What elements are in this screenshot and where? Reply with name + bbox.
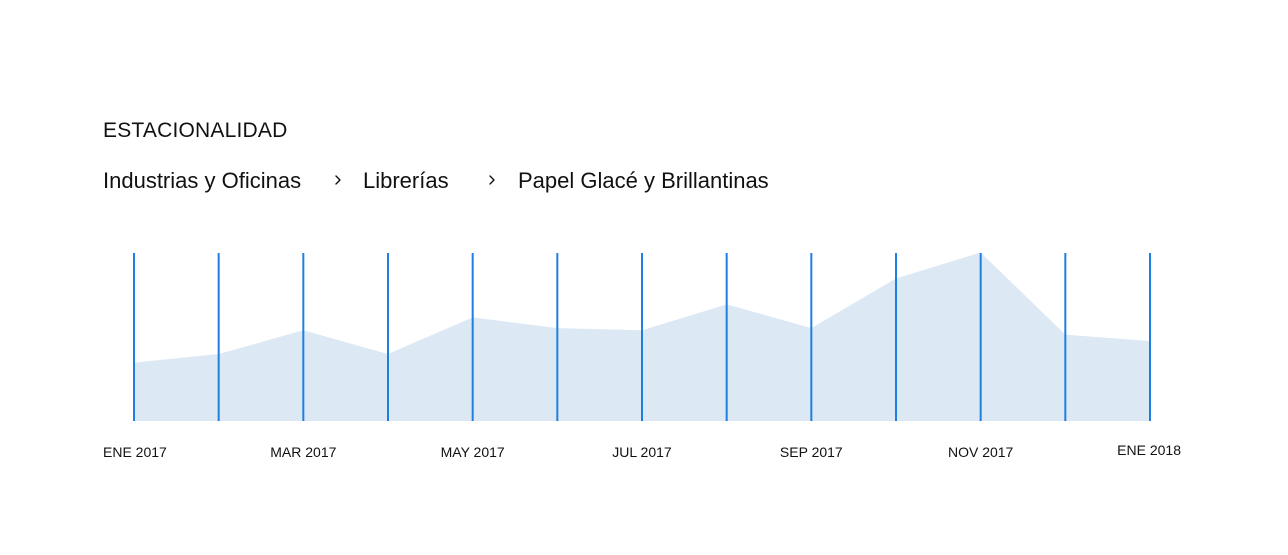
x-axis-labels: ENE 2017 MAR 2017 MAY 2017 JUL 2017 SEP 2017… xyxy=(103,442,1181,460)
x-tick-label-2: MAR 2017 xyxy=(270,444,336,460)
chevron-right-icon xyxy=(487,169,499,191)
breadcrumb-item-industrias[interactable]: Industrias y Oficinas xyxy=(103,168,302,193)
x-tick-label-4: MAY 2017 xyxy=(441,444,505,460)
breadcrumb-item-librerias[interactable]: Librerías xyxy=(363,168,449,193)
x-tick-label-0: ENE 2017 xyxy=(103,444,167,460)
x-tick-label-10: NOV 2017 xyxy=(948,444,1014,460)
breadcrumb-item-papel-glace[interactable]: Papel Glacé y Brillantinas xyxy=(518,168,769,193)
x-tick-label-8: SEP 2017 xyxy=(780,444,843,460)
section-title: ESTACIONALIDAD xyxy=(103,119,288,142)
x-tick-label-6: JUL 2017 xyxy=(612,444,672,460)
chevron-right-icon xyxy=(333,169,345,191)
breadcrumb: Industrias y Oficinas Librerías Papel Gl… xyxy=(103,168,863,196)
grid-layer xyxy=(133,253,1151,421)
x-tick-label-12: ENE 2018 xyxy=(1117,442,1181,458)
